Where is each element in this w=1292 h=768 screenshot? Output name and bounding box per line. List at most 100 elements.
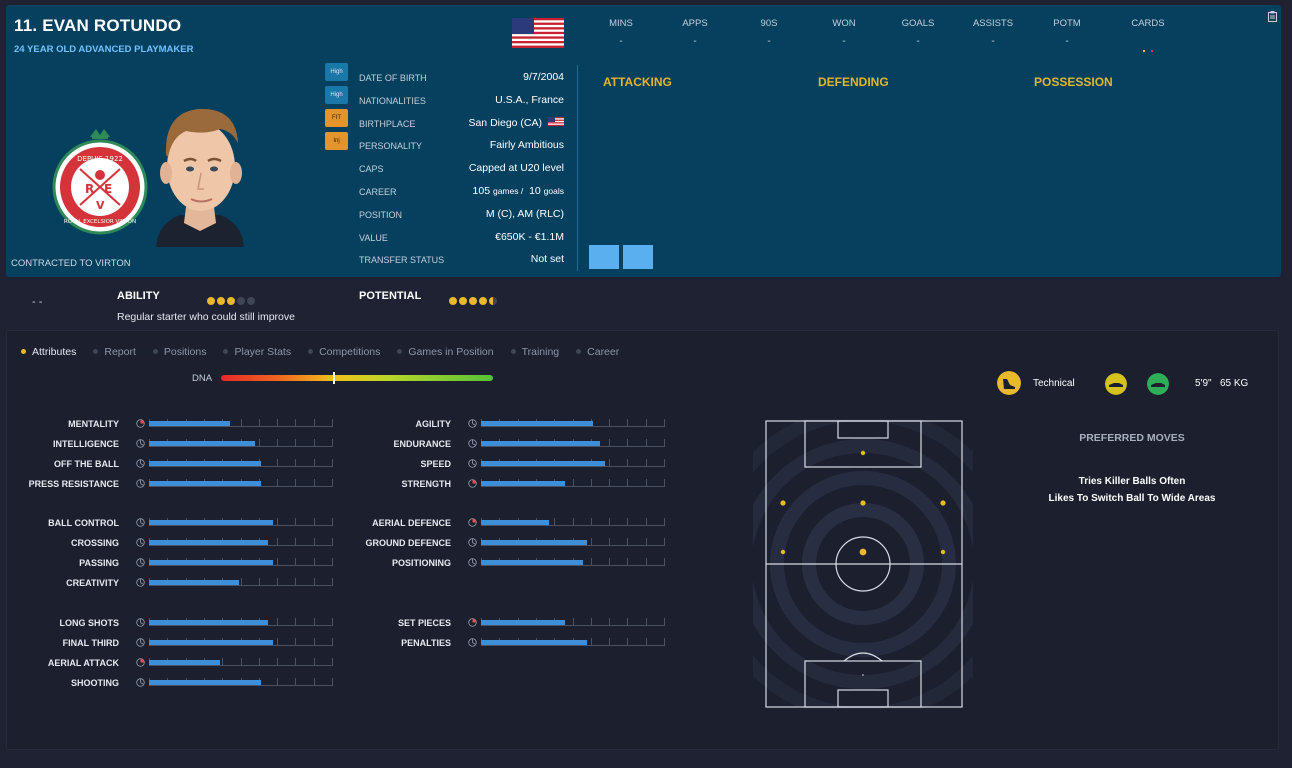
attr-bar-tick: [295, 518, 297, 527]
stat-value: -: [916, 36, 920, 47]
tab-attributes[interactable]: Attributes: [21, 346, 76, 358]
info-value-career[interactable]: 105 games / 10 goals: [473, 185, 564, 197]
attr-name: SHOOTING: [70, 677, 119, 688]
info-value-birthplace[interactable]: San Diego (CA): [468, 116, 564, 129]
section-defending[interactable]: DEFENDING: [818, 75, 889, 89]
attr-trend-icon[interactable]: [468, 558, 477, 567]
attr-bar[interactable]: [149, 538, 333, 547]
section-possession[interactable]: POSSESSION: [1034, 75, 1113, 89]
attr-trend-icon[interactable]: [468, 518, 477, 528]
tab-games-in-position[interactable]: Games in Position: [397, 346, 494, 358]
dna-marker[interactable]: [332, 372, 335, 384]
attr-trend-icon[interactable]: [136, 677, 145, 687]
tab-player-stats[interactable]: Player Stats: [223, 346, 291, 358]
attr-bar-tick: [627, 478, 629, 487]
left-foot-icon[interactable]: [1105, 373, 1127, 395]
stat-apps[interactable]: APPS -: [660, 18, 730, 47]
attr-bar-tick: [295, 478, 297, 487]
stat-mins[interactable]: MINS -: [586, 18, 656, 47]
attr-bar[interactable]: [149, 558, 333, 567]
attr-bar[interactable]: [149, 578, 333, 587]
attr-trend-icon[interactable]: [468, 478, 477, 488]
stat-won[interactable]: WON -: [809, 18, 879, 47]
right-foot-icon[interactable]: [1147, 373, 1169, 395]
tab-positions[interactable]: Positions: [152, 346, 206, 358]
stat-potm[interactable]: POTM -: [1032, 18, 1102, 47]
attr-trend-icon[interactable]: [136, 638, 145, 647]
attr-spacer: [269, 594, 665, 614]
attr-trend-icon[interactable]: [136, 558, 145, 567]
widget-placeholder-1[interactable]: [589, 245, 619, 269]
ability-stars[interactable]: [207, 292, 257, 310]
status-badge-1[interactable]: High: [325, 63, 348, 81]
attr-bar[interactable]: [481, 617, 665, 627]
attr-trend-icon[interactable]: [136, 518, 145, 528]
attr-bar[interactable]: [481, 538, 665, 547]
attr-trend-icon[interactable]: [468, 538, 477, 548]
attr-bar[interactable]: [149, 637, 333, 647]
contract-status[interactable]: CONTRACTED TO VIRTON: [11, 258, 131, 269]
attr-bar-tick: [627, 558, 629, 567]
attr-bar[interactable]: [481, 518, 665, 527]
attr-trend-icon[interactable]: [136, 439, 145, 448]
stat-90s[interactable]: 90S -: [734, 18, 804, 47]
stat-assists[interactable]: ASSISTS -: [958, 18, 1028, 47]
attr-bar[interactable]: [149, 419, 333, 428]
attr-bar[interactable]: [149, 617, 333, 627]
tab-training[interactable]: Training: [510, 346, 559, 358]
info-value: Fairly Ambitious: [489, 139, 564, 152]
attr-trend-icon[interactable]: [468, 419, 477, 428]
attr-bar-fill: [149, 580, 239, 586]
dna-bar[interactable]: [221, 372, 493, 384]
info-value[interactable]: U.S.A., France: [495, 93, 564, 106]
attr-bar[interactable]: [481, 419, 665, 428]
stat-goals[interactable]: GOALS -: [883, 18, 953, 47]
info-value[interactable]: Not set: [530, 253, 564, 266]
club-crest[interactable]: DEPUIS 1922 ROYAL EXCELSIOR VIRTON R E V: [52, 125, 148, 235]
attr-trend-icon[interactable]: [136, 459, 145, 468]
dna-label: DNA: [192, 373, 213, 384]
attr-bar[interactable]: [481, 637, 665, 647]
attr-bar[interactable]: [481, 458, 665, 468]
status-badge-injury[interactable]: Inj: [325, 132, 348, 150]
attr-trend-icon[interactable]: [468, 638, 477, 647]
attr-name: CROSSING: [70, 538, 119, 549]
attr-trend-icon[interactable]: [468, 618, 477, 627]
attr-bar[interactable]: [149, 458, 333, 468]
potential-stars[interactable]: [449, 292, 499, 310]
attr-trend-icon[interactable]: [136, 657, 145, 667]
status-badge-fit[interactable]: FIT: [325, 109, 348, 127]
attr-trend-icon[interactable]: [136, 538, 145, 548]
attr-name: GROUND DEFENCE: [365, 538, 451, 549]
attr-bar[interactable]: [481, 438, 665, 448]
attr-bar[interactable]: [149, 478, 333, 488]
status-badge-2[interactable]: High: [325, 86, 348, 104]
attr-bar[interactable]: [149, 677, 333, 687]
position-pitch[interactable]: [753, 419, 973, 709]
stat-cards[interactable]: CARDS: [1113, 18, 1183, 57]
tab-competitions[interactable]: Competitions: [308, 346, 380, 358]
attr-trend-icon[interactable]: [136, 478, 145, 488]
attr-trend-icon[interactable]: [136, 578, 145, 587]
attr-trend-icon[interactable]: [136, 618, 145, 627]
tab-career[interactable]: Career: [576, 346, 619, 358]
attr-bar[interactable]: [149, 518, 333, 527]
section-attacking[interactable]: ATTACKING: [603, 75, 672, 89]
usa-flag-icon: [548, 116, 564, 126]
attr-bar[interactable]: [481, 478, 665, 488]
info-label: CAREER: [359, 186, 397, 197]
info-label: NATIONALITIES: [359, 95, 426, 106]
player-photo[interactable]: [146, 95, 254, 247]
preferred-moves-title: PREFERRED MOVES: [1079, 432, 1185, 444]
attr-trend-icon[interactable]: [468, 439, 477, 448]
attr-bar[interactable]: [481, 558, 665, 567]
attr-trend-icon[interactable]: [136, 419, 145, 428]
attr-bar[interactable]: [149, 438, 333, 448]
attr-bar-tick: [664, 518, 665, 527]
tab-report[interactable]: Report: [93, 346, 136, 358]
widget-placeholder-2[interactable]: [623, 245, 653, 269]
technical-boot-icon[interactable]: [997, 371, 1021, 395]
attr-bar[interactable]: [149, 657, 333, 667]
attr-trend-icon[interactable]: [468, 459, 477, 468]
clipboard-icon[interactable]: [1268, 11, 1277, 22]
